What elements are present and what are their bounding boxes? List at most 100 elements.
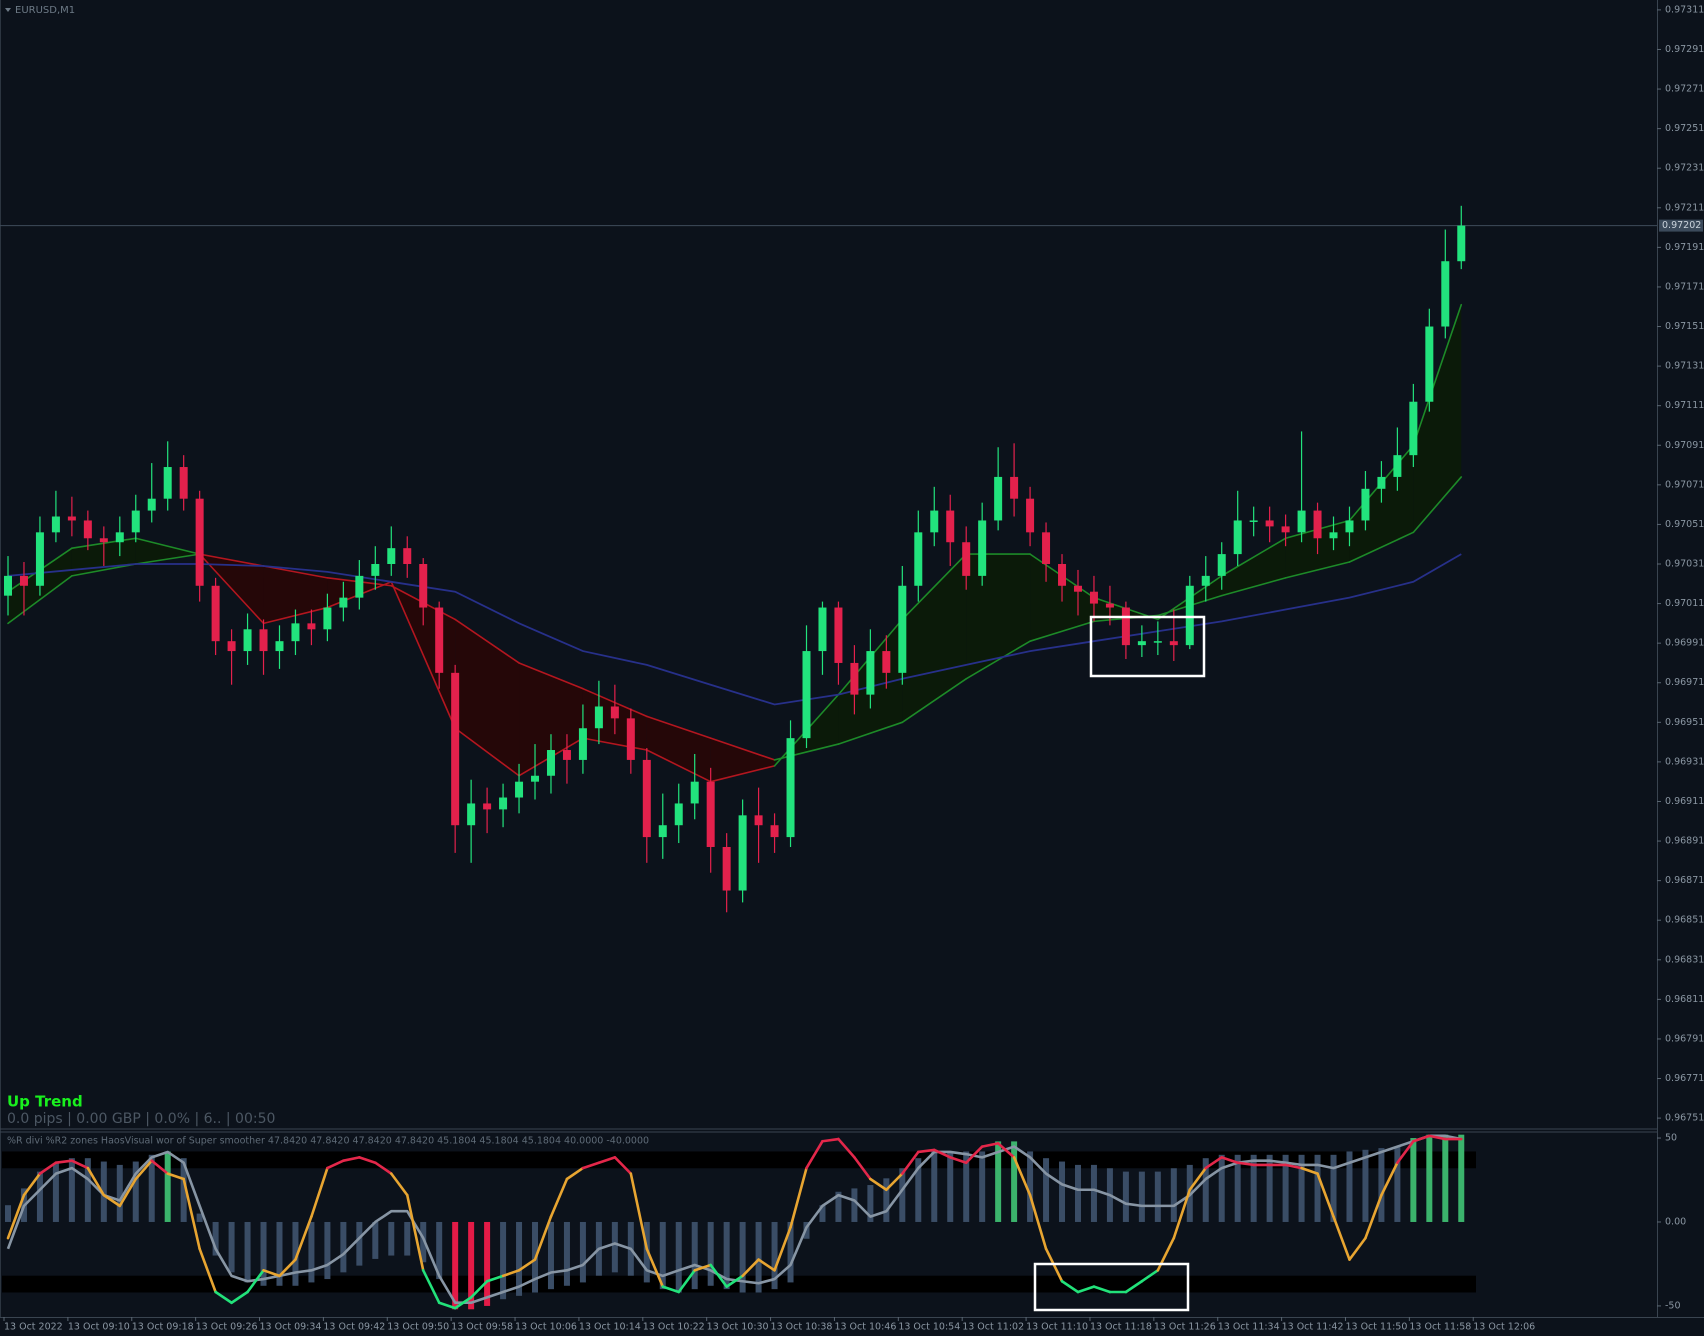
y-tick-label: 0.96951 — [1665, 717, 1704, 728]
fast-line — [182, 1177, 201, 1251]
candle-body — [403, 548, 412, 564]
histogram-bar — [308, 1221, 315, 1283]
indicator-title: %R divi %R2 zones HaosVisual wor of Supe… — [7, 1136, 649, 1147]
fast-line — [1236, 1161, 1255, 1167]
histogram-bar — [1122, 1171, 1129, 1222]
mid-ma-line — [1029, 620, 1095, 642]
histogram-bar — [5, 1205, 11, 1222]
histogram-bar — [100, 1161, 107, 1222]
status-line: 0.0 pips | 0.00 GBP | 0.0% | 6.. | 00:50 — [7, 1111, 275, 1127]
candle-body — [467, 803, 476, 826]
x-tick-label: 13 Oct 09:34 — [260, 1322, 322, 1333]
histogram-bar — [947, 1151, 954, 1222]
histogram-bar — [1426, 1134, 1433, 1222]
x-tick-label: 13 Oct 09:18 — [132, 1322, 194, 1333]
fast-ma-line — [709, 765, 776, 783]
candle-body — [1377, 476, 1386, 489]
fast-line — [629, 1172, 649, 1251]
histogram-bar — [500, 1221, 507, 1300]
x-tick-label: 13 Oct 09:10 — [68, 1322, 130, 1333]
histogram-bar — [1170, 1168, 1177, 1222]
mid-ma-line — [965, 640, 1031, 680]
candle-body — [291, 623, 300, 642]
y-tick-label: 0.96891 — [1665, 836, 1704, 847]
fast-line — [437, 1301, 457, 1310]
fast-line — [150, 1159, 169, 1175]
fast-line — [501, 1269, 521, 1278]
histogram-bar — [1314, 1154, 1321, 1222]
histogram-bar — [260, 1221, 267, 1286]
histogram-bar — [547, 1221, 554, 1290]
fast-line — [1284, 1163, 1303, 1170]
fast-line — [549, 1177, 569, 1218]
trend-fill — [135, 538, 200, 564]
y-tick-label: 0.96751 — [1665, 1113, 1704, 1124]
candle-body — [4, 575, 12, 596]
fast-line — [805, 1139, 824, 1170]
slow-ma-line — [7, 553, 1462, 706]
fast-line — [214, 1290, 233, 1305]
x-tick-label: 13 Oct 11:34 — [1218, 1322, 1280, 1333]
mid-ma-line — [837, 721, 904, 745]
y-tick-label: 0.96911 — [1665, 796, 1704, 807]
histogram-bar — [1442, 1134, 1449, 1222]
x-tick-label: 13 Oct 10:38 — [771, 1322, 833, 1333]
y-tick-label: 0.97171 — [1665, 281, 1704, 292]
trend-fill — [902, 554, 967, 723]
fast-line — [661, 1285, 681, 1294]
candle-body — [323, 607, 332, 630]
candle-body — [658, 825, 667, 838]
candle-body — [35, 532, 44, 586]
zone-band — [2, 1151, 1476, 1169]
fast-line — [22, 1172, 42, 1197]
histogram-bar — [1043, 1158, 1050, 1222]
fast-line — [278, 1258, 297, 1278]
x-tick-label: 13 Oct 10:22 — [643, 1322, 705, 1333]
symbol-menu-icon[interactable] — [5, 8, 11, 12]
fast-line — [1172, 1188, 1192, 1240]
y-tick-label: 0.96791 — [1665, 1033, 1704, 1044]
fast-line — [1412, 1134, 1431, 1143]
histogram-bar — [1298, 1154, 1305, 1222]
candle-body — [642, 759, 651, 838]
candle-body — [1058, 564, 1067, 586]
histogram-bar — [835, 1191, 842, 1222]
fast-line — [916, 1148, 936, 1154]
histogram-bar — [436, 1221, 443, 1280]
candle-body — [866, 651, 875, 695]
mid-ma-line — [645, 715, 712, 739]
y-tick-label: 0.97211 — [1665, 202, 1704, 213]
histogram-bar — [356, 1221, 363, 1266]
fast-line — [230, 1290, 249, 1305]
candle-body — [531, 775, 540, 782]
histogram-bar — [340, 1221, 347, 1273]
histogram-bar — [867, 1185, 874, 1222]
candle-body — [163, 467, 172, 499]
candle-body — [1265, 520, 1274, 527]
y-tick-label: 0.96811 — [1665, 994, 1704, 1005]
fast-line — [709, 1263, 728, 1288]
fast-line — [54, 1159, 74, 1165]
fast-line — [166, 1172, 185, 1181]
main-panel: 0.97311 0.97291 0.97271 0.97251 0.97231 0.972… — [0, 4, 1704, 1333]
histogram-bar — [643, 1221, 650, 1283]
candle-body — [419, 564, 428, 608]
mid-ma-line — [518, 662, 584, 690]
histogram-bar — [691, 1221, 698, 1290]
candle-body — [387, 548, 396, 564]
histogram-bar — [180, 1158, 187, 1222]
histogram-bar — [1218, 1154, 1225, 1222]
x-tick-label: 13 Oct 11:10 — [1026, 1322, 1088, 1333]
y-tick-label: 0.96971 — [1665, 677, 1704, 688]
histogram-bar — [468, 1221, 475, 1310]
fast-line — [1300, 1166, 1319, 1175]
fast-line — [1012, 1156, 1032, 1197]
fast-line — [964, 1145, 984, 1165]
fast-line — [1396, 1139, 1415, 1165]
y-tick-label: 0.97251 — [1665, 123, 1704, 134]
fast-line — [1220, 1156, 1239, 1165]
fast-line — [1428, 1134, 1447, 1141]
y-tick-label: 50 — [1665, 1133, 1677, 1144]
